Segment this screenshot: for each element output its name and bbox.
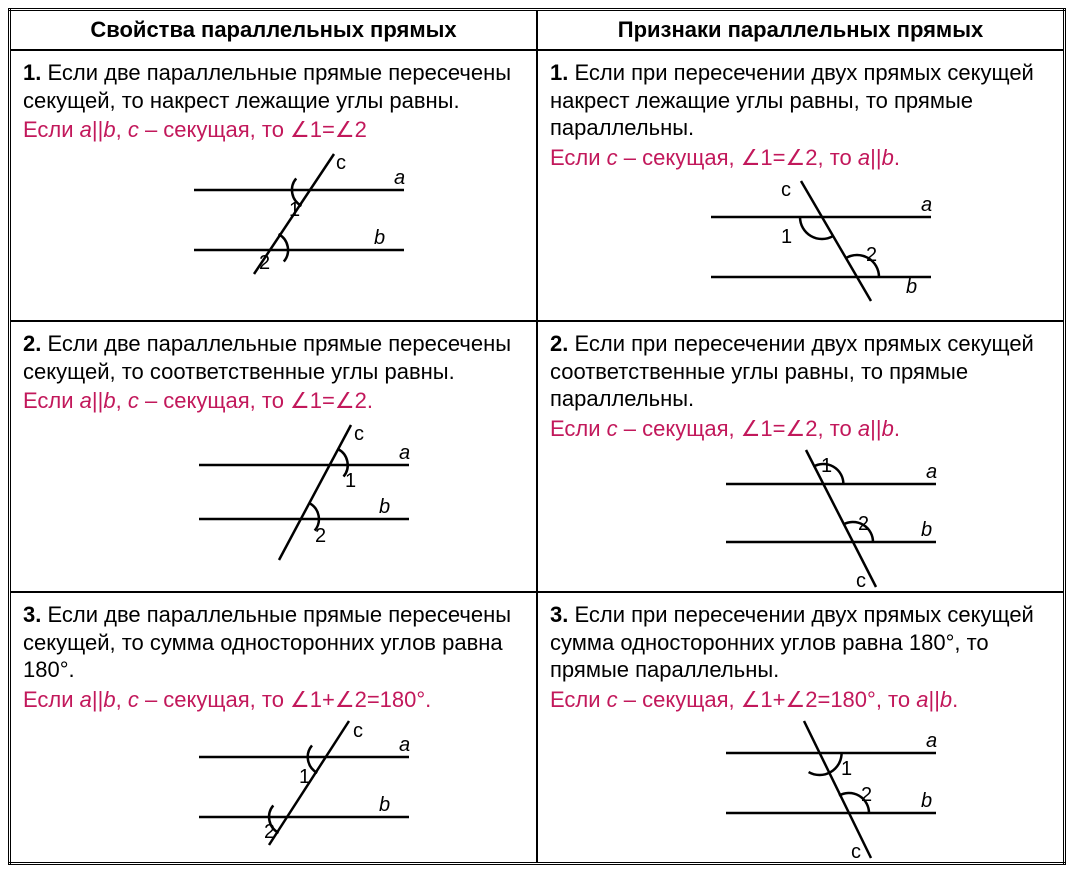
theorem-text: 2. Если две параллельные прямые пересече… <box>23 330 524 385</box>
header-left: Свойства параллельных прямых <box>10 10 538 51</box>
table-row: 2. Если две параллельные прямые пересече… <box>10 321 1065 592</box>
svg-text:2: 2 <box>861 784 872 806</box>
svg-text:1: 1 <box>289 199 300 221</box>
svg-text:c: c <box>856 570 866 592</box>
comparison-table: Свойства параллельных прямых Признаки па… <box>8 8 1066 865</box>
geometry-diagram: cab12 <box>550 442 1051 587</box>
geometry-diagram: cab12 <box>550 713 1051 858</box>
svg-text:a: a <box>921 194 932 216</box>
svg-text:a: a <box>926 730 937 752</box>
geometry-diagram: c a b 1 2 <box>550 171 1051 316</box>
svg-text:b: b <box>921 519 932 541</box>
theorem-text: 2. Если при пересечении двух прямых секу… <box>550 330 1051 413</box>
theorem-text: 3. Если две параллельные прямые пересече… <box>23 601 524 684</box>
table-body: 1. Если две параллельные прямые пересече… <box>10 50 1065 864</box>
svg-text:1: 1 <box>781 226 792 248</box>
svg-text:b: b <box>379 794 390 816</box>
condition-text: Если c – секущая, ∠1=∠2, то a||b. <box>550 144 1051 172</box>
svg-text:2: 2 <box>858 513 869 535</box>
theorem-text: 1. Если при пересечении двух прямых секу… <box>550 59 1051 142</box>
svg-text:c: c <box>781 179 791 201</box>
theorem-text: 1. Если две параллельные прямые пересече… <box>23 59 524 114</box>
geometry-diagram: c a b 1 2 <box>23 713 524 858</box>
svg-text:c: c <box>354 423 364 445</box>
svg-text:2: 2 <box>264 821 275 843</box>
svg-text:b: b <box>379 496 390 518</box>
condition-text: Если a||b, c – секущая, то ∠1+∠2=180°. <box>23 686 524 714</box>
svg-text:1: 1 <box>345 470 356 492</box>
condition-text: Если a||b, c – секущая, то ∠1=∠2 <box>23 116 524 144</box>
table-row: 3. Если две параллельные прямые пересече… <box>10 592 1065 864</box>
geometry-diagram: c a b 1 2 <box>23 144 524 289</box>
cell-right-1: 1. Если при пересечении двух прямых секу… <box>537 50 1065 321</box>
svg-text:a: a <box>926 461 937 483</box>
svg-text:a: a <box>399 442 410 464</box>
cell-left-2: 2. Если две параллельные прямые пересече… <box>10 321 538 592</box>
condition-text: Если a||b, c – секущая, то ∠1=∠2. <box>23 387 524 415</box>
svg-text:b: b <box>906 276 917 298</box>
svg-text:2: 2 <box>259 252 270 274</box>
cell-left-1: 1. Если две параллельные прямые пересече… <box>10 50 538 321</box>
svg-text:b: b <box>921 790 932 812</box>
svg-text:a: a <box>399 734 410 756</box>
svg-text:2: 2 <box>315 525 326 547</box>
svg-text:b: b <box>374 227 385 249</box>
svg-text:1: 1 <box>821 455 832 477</box>
svg-text:2: 2 <box>866 244 877 266</box>
svg-text:1: 1 <box>841 758 852 780</box>
geometry-diagram: c a b 1 2 <box>23 415 524 560</box>
table-row: 1. Если две параллельные прямые пересече… <box>10 50 1065 321</box>
cell-right-2: 2. Если при пересечении двух прямых секу… <box>537 321 1065 592</box>
theorem-text: 3. Если при пересечении двух прямых секу… <box>550 601 1051 684</box>
svg-text:1: 1 <box>299 766 310 788</box>
svg-text:a: a <box>394 167 405 189</box>
cell-right-3: 3. Если при пересечении двух прямых секу… <box>537 592 1065 864</box>
condition-text: Если c – секущая, ∠1=∠2, то a||b. <box>550 415 1051 443</box>
svg-text:c: c <box>353 720 363 742</box>
cell-left-3: 3. Если две параллельные прямые пересече… <box>10 592 538 864</box>
header-right: Признаки параллельных прямых <box>537 10 1065 51</box>
svg-text:c: c <box>851 841 861 863</box>
svg-text:c: c <box>336 152 346 174</box>
condition-text: Если c – секущая, ∠1+∠2=180°, то a||b. <box>550 686 1051 714</box>
